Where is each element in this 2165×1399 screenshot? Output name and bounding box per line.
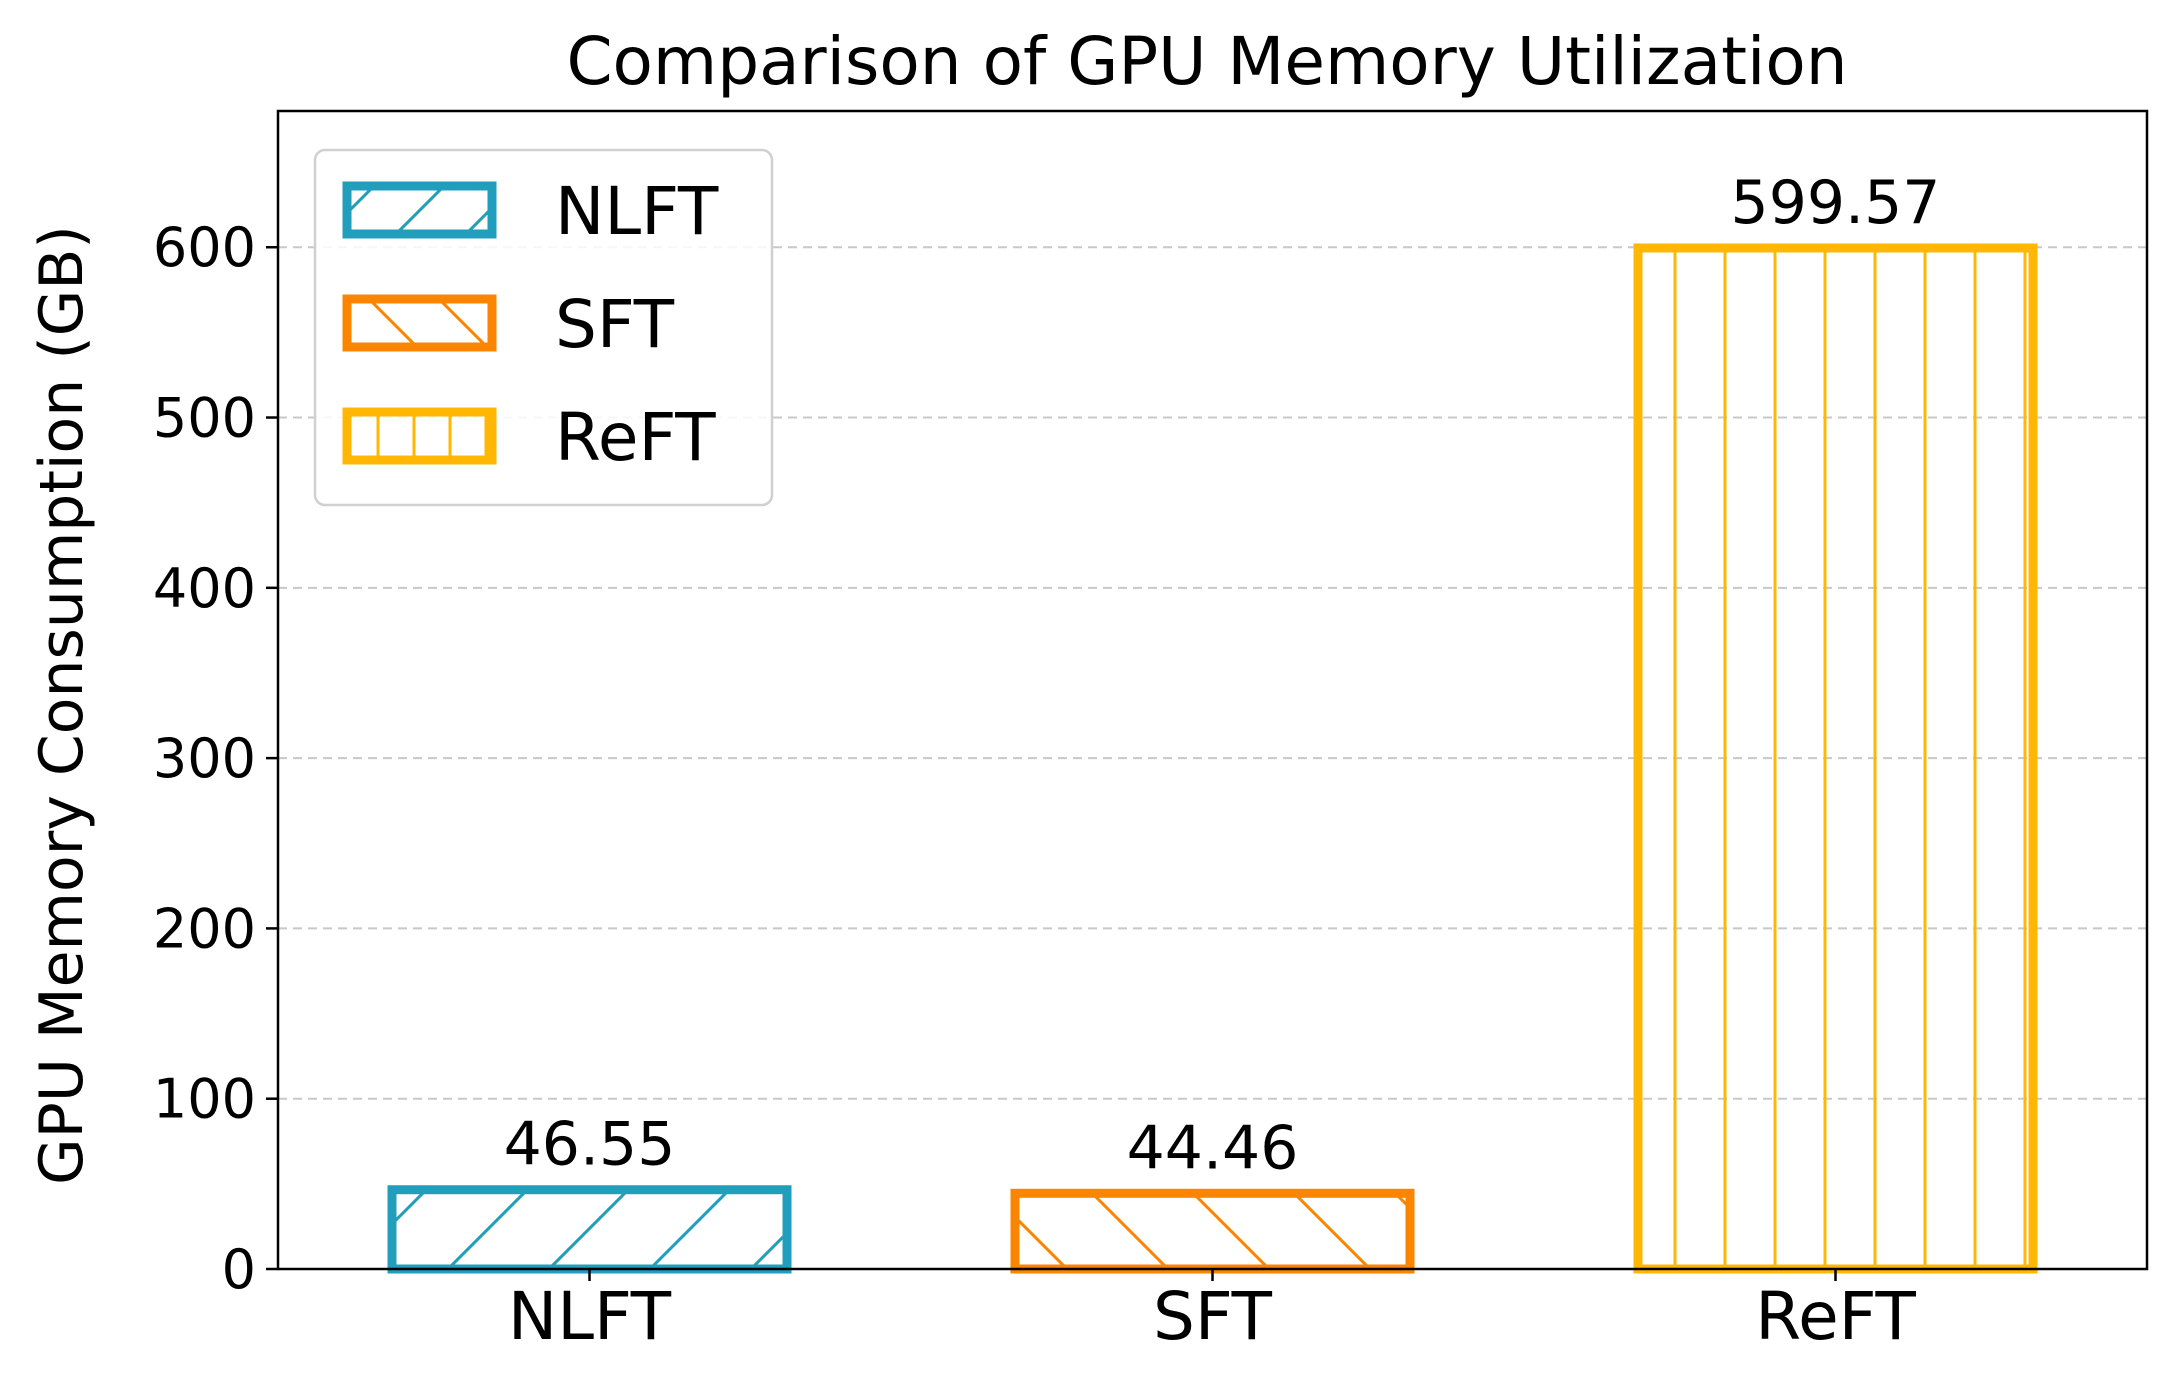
bar-reft xyxy=(1633,243,2038,1274)
legend-label: SFT xyxy=(555,286,675,363)
bar-nlft xyxy=(387,1185,792,1274)
y-tick-label: 200 xyxy=(153,897,256,960)
legend-label: ReFT xyxy=(555,399,716,476)
gridlines xyxy=(278,246,2147,1100)
y-tick-label: 0 xyxy=(222,1238,256,1301)
x-tick-label: NLFT xyxy=(508,1278,672,1355)
legend-swatch-sft xyxy=(342,294,497,352)
y-tick-label: 600 xyxy=(153,216,256,279)
legend: NLFT SFT ReFT xyxy=(313,148,774,507)
legend-swatch-nlft xyxy=(342,181,497,239)
y-tick-label: 300 xyxy=(153,727,256,790)
y-tick-label: 100 xyxy=(153,1068,256,1131)
chart-title: Comparison of GPU Memory Utilization xyxy=(566,23,1847,100)
y-tick-label: 500 xyxy=(153,387,256,450)
value-label: 599.57 xyxy=(1731,168,1941,238)
legend-label: NLFT xyxy=(555,173,719,250)
value-labels: 46.55 44.46 599.57 xyxy=(504,168,1941,1183)
bar-sft xyxy=(1010,1188,1415,1274)
y-axis-label: GPU Memory Consumption (GB) xyxy=(27,225,97,1185)
value-label: 46.55 xyxy=(504,1110,676,1180)
axes: 0 100 200 300 400 500 600 NLFT SFT ReFT xyxy=(153,216,1917,1355)
y-tick-label: 400 xyxy=(153,557,256,620)
bars xyxy=(387,243,2038,1274)
legend-swatch-reft xyxy=(342,407,497,465)
value-label: 44.46 xyxy=(1127,1113,1299,1183)
x-tick-label: ReFT xyxy=(1755,1278,1916,1355)
x-tick-label: SFT xyxy=(1153,1278,1273,1355)
